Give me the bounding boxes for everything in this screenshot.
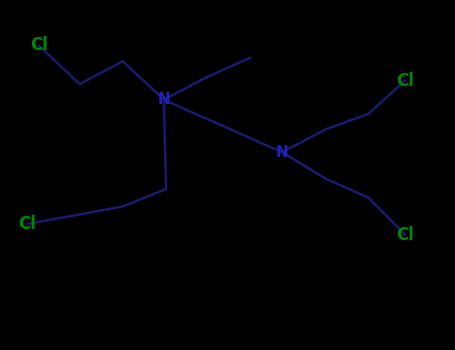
Text: Cl: Cl	[30, 36, 48, 55]
Text: N: N	[276, 145, 288, 160]
Text: Cl: Cl	[396, 225, 414, 244]
Text: Cl: Cl	[396, 71, 414, 90]
Text: Cl: Cl	[18, 215, 36, 233]
Text: N: N	[157, 92, 170, 107]
